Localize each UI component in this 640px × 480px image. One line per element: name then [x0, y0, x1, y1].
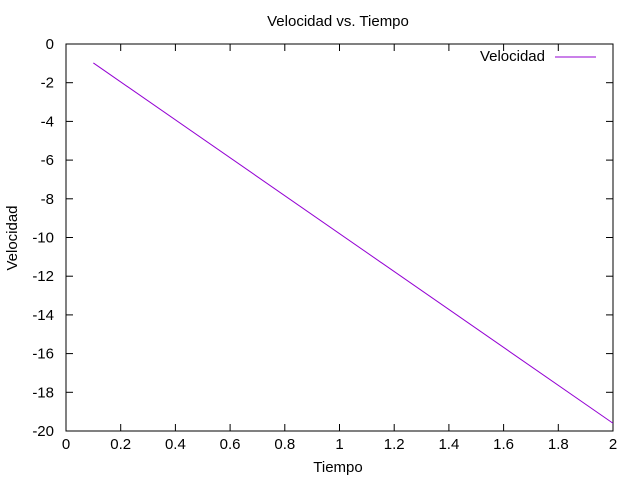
legend-label: Velocidad	[480, 48, 545, 65]
x-tick-label: 0.4	[165, 436, 186, 453]
x-tick-label: 1.4	[438, 436, 459, 453]
y-tick-label: -18	[32, 384, 54, 401]
x-tick-label: 0	[62, 436, 70, 453]
x-tick-label: 0.6	[220, 436, 241, 453]
x-tick-label: 1.2	[384, 436, 405, 453]
chart-title: Velocidad vs. Tiempo	[267, 13, 409, 30]
x-axis-label: Tiempo	[313, 459, 362, 476]
x-tick-label: 0.2	[110, 436, 131, 453]
y-tick-label: -16	[32, 346, 54, 363]
x-tick-label: 1.6	[493, 436, 514, 453]
series-line-0	[93, 62, 614, 424]
y-axis-label: Velocidad	[4, 205, 21, 270]
y-tick-label: -20	[32, 423, 54, 440]
y-tick-label: -2	[41, 75, 54, 92]
x-tick-label: 1	[335, 436, 343, 453]
y-tick-label: -12	[32, 268, 54, 285]
x-tick-label: 0.8	[274, 436, 295, 453]
y-tick-label: -8	[41, 191, 54, 208]
y-tick-label: -14	[32, 307, 54, 324]
series-lines	[93, 62, 614, 424]
axis-ticks: 0 0.2 0.4 0.6 0.8 1 1.2 1.4 1.6 1.8 2 0 -2 -4 -6 -8 -10 -…	[32, 36, 617, 453]
y-tick-label: -4	[41, 113, 54, 130]
y-tick-label: 0	[46, 36, 54, 53]
plot-frame	[65, 43, 614, 432]
y-tick-label: -6	[41, 152, 54, 169]
x-tick-label: 1.8	[548, 436, 569, 453]
x-tick-label: 2	[609, 436, 617, 453]
y-tick-label: -10	[32, 230, 54, 247]
legend: Velocidad	[480, 48, 596, 65]
